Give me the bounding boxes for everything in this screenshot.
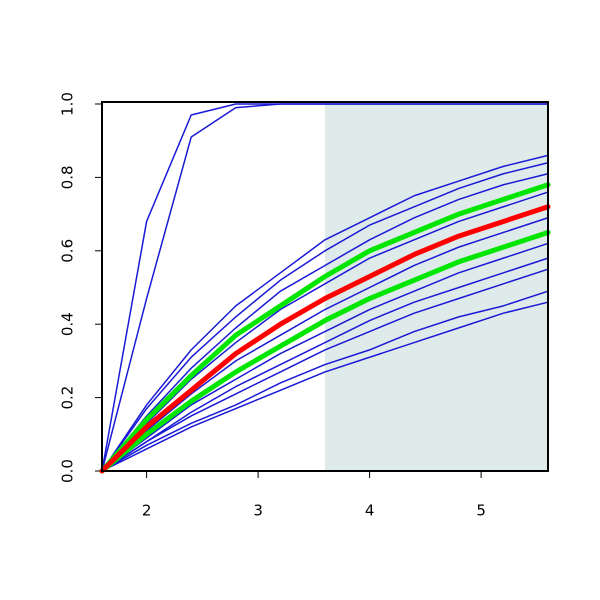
y-tick-label: 0.0 xyxy=(59,459,77,483)
y-tick-label: 0.2 xyxy=(59,386,77,410)
x-tick-label: 5 xyxy=(476,502,486,520)
y-tick-label: 0.4 xyxy=(59,312,77,336)
plot-frame xyxy=(101,101,549,472)
y-tick-label: 0.8 xyxy=(59,165,77,189)
series-line xyxy=(101,161,549,472)
y-tick-label: 0.6 xyxy=(59,239,77,263)
series-line xyxy=(99,182,551,474)
series-line xyxy=(101,268,549,472)
series-line xyxy=(101,191,549,472)
shaded-region xyxy=(325,104,548,471)
series-line xyxy=(101,257,549,472)
series-line xyxy=(101,172,549,472)
series-line xyxy=(99,229,551,474)
series-line xyxy=(101,290,549,472)
series-line xyxy=(101,154,549,472)
x-tick-label: 4 xyxy=(365,502,375,520)
series-line xyxy=(101,103,549,472)
y-tick-label: 1.0 xyxy=(59,92,77,116)
series-line xyxy=(101,217,549,472)
x-tick-label: 2 xyxy=(142,502,152,520)
series-line xyxy=(101,301,549,472)
x-tick-label: 3 xyxy=(253,502,263,520)
series-line xyxy=(101,242,549,472)
series-line xyxy=(99,204,551,474)
